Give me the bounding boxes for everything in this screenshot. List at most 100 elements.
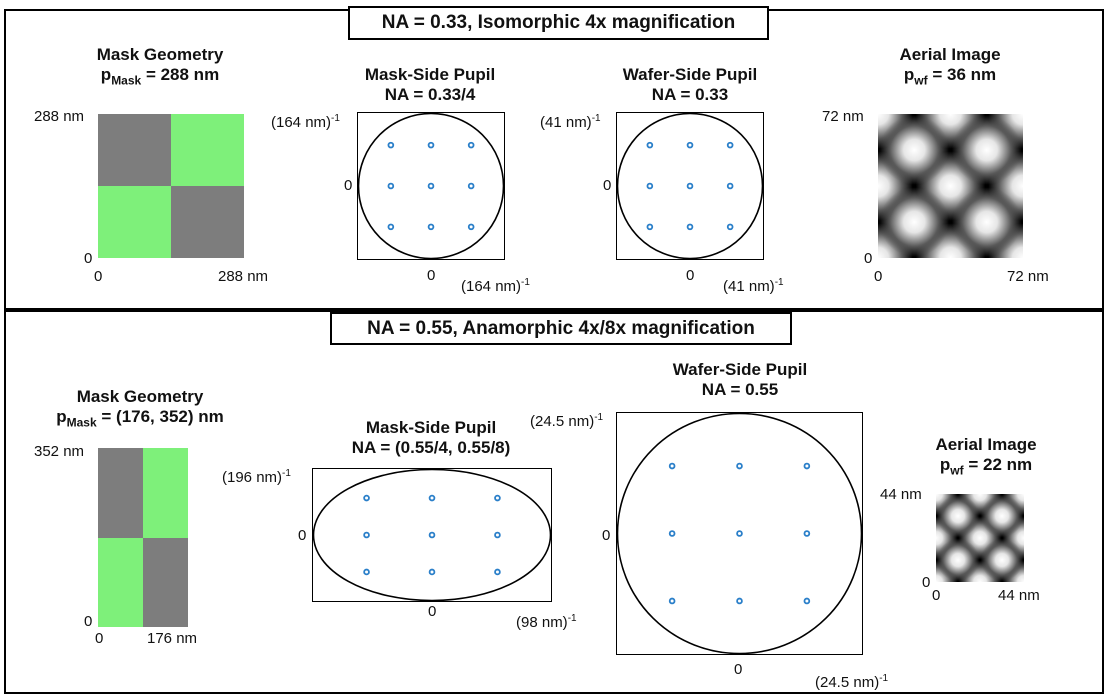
bottom-aerial-title: Aerial Image pwf = 22 nm bbox=[886, 435, 1086, 480]
top-wafer-pupil-y-exp: -1 bbox=[591, 113, 601, 124]
bottom-mask-pupil-y-label-text: (196 nm) bbox=[222, 469, 283, 486]
bottom-aerial-y-max: 44 nm bbox=[880, 486, 922, 503]
bottom-wafer-pupil-y-label: (24.5 nm)-1 bbox=[530, 410, 603, 430]
bottom-wafer-pupil-na: NA = 0.55 bbox=[701, 380, 779, 399]
bottom-mask-tile-br bbox=[143, 537, 188, 627]
bottom-wafer-pupil-y-exp: -1 bbox=[594, 412, 604, 423]
top-mask-pupil-plot-diffraction-order bbox=[467, 182, 475, 190]
top-mask-pupil-plot-diffraction-order bbox=[427, 223, 435, 231]
bottom-aerial-image bbox=[936, 494, 1024, 582]
bottom-mask-pupil-plot-diffraction-order bbox=[494, 568, 501, 576]
top-mask-pupil-plot-diffraction-order bbox=[427, 182, 435, 190]
bottom-mask-title: Mask Geometry pMask = (176, 352) nm bbox=[25, 387, 255, 432]
bottom-aerial-p-sub: wf bbox=[950, 463, 964, 478]
top-mask-geometry bbox=[98, 114, 244, 258]
top-mask-x-max: 288 nm bbox=[218, 268, 269, 285]
top-aerial-p: p bbox=[903, 65, 915, 84]
top-mask-tile-br bbox=[171, 186, 244, 258]
top-aerial-y-max: 72 nm bbox=[822, 108, 864, 125]
top-wafer-pupil-plot-diffraction-order bbox=[686, 223, 694, 231]
bottom-wafer-pupil-plot-diffraction-order bbox=[736, 530, 743, 537]
top-mask-pupil-plot-diffraction-order bbox=[467, 141, 475, 149]
top-mask-pupil-plot-diffraction-order bbox=[387, 141, 395, 149]
bottom-mask-pupil-plot-diffraction-order bbox=[428, 531, 436, 539]
bottom-mask-pupil-plot-diffraction-order bbox=[363, 568, 370, 576]
top-mask-pupil-x-label: (164 nm)-1 bbox=[461, 275, 530, 295]
bottom-aerial-x-max: 44 nm bbox=[998, 587, 1040, 604]
anamorphic-panel bbox=[4, 310, 1104, 694]
top-wafer-pupil-x-label-text: (41 nm) bbox=[723, 278, 775, 295]
pupil-svg bbox=[617, 113, 763, 259]
bottom-wafer-pupil-plot-boundary bbox=[617, 413, 862, 654]
bottom-mask-y-max: 352 nm bbox=[34, 443, 85, 460]
bottom-wafer-pupil-x-label: (24.5 nm)-1 bbox=[815, 671, 888, 691]
bottom-wafer-pupil-plot-diffraction-order bbox=[736, 597, 743, 605]
top-wafer-pupil-plot-diffraction-order bbox=[726, 141, 734, 149]
top-wafer-pupil-title-text: Wafer-Side Pupil bbox=[622, 65, 758, 84]
top-wafer-pupil-y-zero: 0 bbox=[603, 177, 612, 194]
bottom-wafer-pupil-title: Wafer-Side Pupil NA = 0.55 bbox=[640, 360, 840, 400]
top-mask-pupil-x-label-text: (164 nm) bbox=[461, 278, 522, 295]
top-aerial-x-max: 72 nm bbox=[1007, 268, 1049, 285]
bottom-wafer-pupil-plot-diffraction-order bbox=[668, 597, 676, 605]
top-mask-pupil-y-zero: 0 bbox=[344, 177, 353, 194]
top-mask-p: p bbox=[100, 65, 112, 84]
bottom-aerial-x-min: 0 bbox=[932, 587, 941, 604]
top-aerial-x-min: 0 bbox=[874, 268, 883, 285]
top-wafer-pupil-y-label-text: (41 nm) bbox=[540, 114, 592, 131]
bottom-mask-pupil-plot-diffraction-order bbox=[428, 494, 436, 502]
top-mask-pupil-plot bbox=[357, 112, 505, 260]
top-wafer-pupil-x-label: (41 nm)-1 bbox=[723, 275, 784, 295]
bottom-aerial-p-value: = 22 nm bbox=[963, 455, 1033, 474]
top-mask-x-min: 0 bbox=[94, 268, 103, 285]
bottom-wafer-pupil-plot-diffraction-order bbox=[803, 462, 811, 470]
top-mask-pupil-y-label: (164 nm)-1 bbox=[271, 111, 340, 131]
bottom-mask-x-max: 176 nm bbox=[147, 630, 198, 647]
top-aerial-image bbox=[878, 114, 1023, 258]
top-wafer-pupil-na: NA = 0.33 bbox=[651, 85, 729, 104]
top-mask-pupil-x-zero: 0 bbox=[427, 267, 436, 284]
top-aerial-pitch: pwf = 36 nm bbox=[850, 65, 1050, 90]
top-mask-pupil-plot-diffraction-order bbox=[387, 223, 395, 231]
top-wafer-pupil-plot-boundary bbox=[617, 113, 763, 259]
top-aerial-p-value: = 36 nm bbox=[927, 65, 997, 84]
bottom-wafer-pupil-y-label-text: (24.5 nm) bbox=[530, 413, 595, 430]
top-mask-p-value: = 288 nm bbox=[141, 65, 220, 84]
bottom-mask-p-value: = (176, 352) nm bbox=[96, 407, 224, 426]
bottom-mask-pupil-na: NA = (0.55/4, 0.55/8) bbox=[351, 438, 511, 457]
top-mask-pupil-plot-boundary bbox=[358, 113, 504, 259]
bottom-mask-pupil-plot-diffraction-order bbox=[494, 531, 501, 539]
anamorphic-banner: NA = 0.55, Anamorphic 4x/8x magnificatio… bbox=[330, 312, 792, 345]
top-mask-pupil-plot-diffraction-order bbox=[387, 182, 395, 190]
bottom-aerial-title-text: Aerial Image bbox=[935, 435, 1037, 454]
bottom-aerial-p: p bbox=[939, 455, 951, 474]
bottom-mask-pupil-plot-diffraction-order bbox=[363, 494, 370, 502]
top-wafer-pupil-plot-diffraction-order bbox=[686, 141, 694, 149]
bottom-mask-y-min: 0 bbox=[84, 613, 93, 630]
bottom-mask-pupil-x-label: (98 nm)-1 bbox=[516, 611, 577, 631]
bottom-wafer-pupil-plot-diffraction-order bbox=[803, 530, 811, 537]
bottom-mask-pupil-y-label: (196 nm)-1 bbox=[222, 466, 291, 486]
bottom-mask-pupil-x-zero: 0 bbox=[428, 603, 437, 620]
top-wafer-pupil-plot-diffraction-order bbox=[646, 223, 654, 231]
bottom-wafer-pupil-x-zero: 0 bbox=[734, 661, 743, 678]
top-wafer-pupil-x-exp: -1 bbox=[774, 277, 784, 288]
bottom-mask-pupil-x-label-text: (98 nm) bbox=[516, 614, 568, 631]
bottom-wafer-pupil-plot-diffraction-order bbox=[668, 530, 676, 537]
top-mask-pupil-plot-diffraction-order bbox=[427, 141, 435, 149]
top-aerial-title-text: Aerial Image bbox=[899, 45, 1001, 64]
bottom-wafer-pupil-plot-diffraction-order bbox=[736, 462, 743, 470]
bottom-wafer-pupil-title-text: Wafer-Side Pupil bbox=[672, 360, 808, 379]
top-mask-pupil-title: Mask-Side Pupil NA = 0.33/4 bbox=[330, 65, 530, 105]
top-mask-pupil-na: NA = 0.33/4 bbox=[384, 85, 476, 104]
bottom-wafer-pupil-plot bbox=[616, 412, 863, 655]
bottom-wafer-pupil-plot-diffraction-order bbox=[668, 462, 676, 470]
top-mask-tile-tl bbox=[98, 114, 171, 186]
bottom-mask-geometry bbox=[98, 448, 188, 627]
top-mask-pitch: pMask = 288 nm bbox=[60, 65, 260, 90]
bottom-mask-pupil-plot-diffraction-order bbox=[494, 494, 501, 502]
top-aerial-p-sub: wf bbox=[914, 73, 928, 88]
bottom-mask-pupil-plot-diffraction-order bbox=[428, 568, 436, 576]
top-wafer-pupil-y-label: (41 nm)-1 bbox=[540, 111, 601, 131]
top-mask-pupil-plot-diffraction-order bbox=[467, 223, 475, 231]
